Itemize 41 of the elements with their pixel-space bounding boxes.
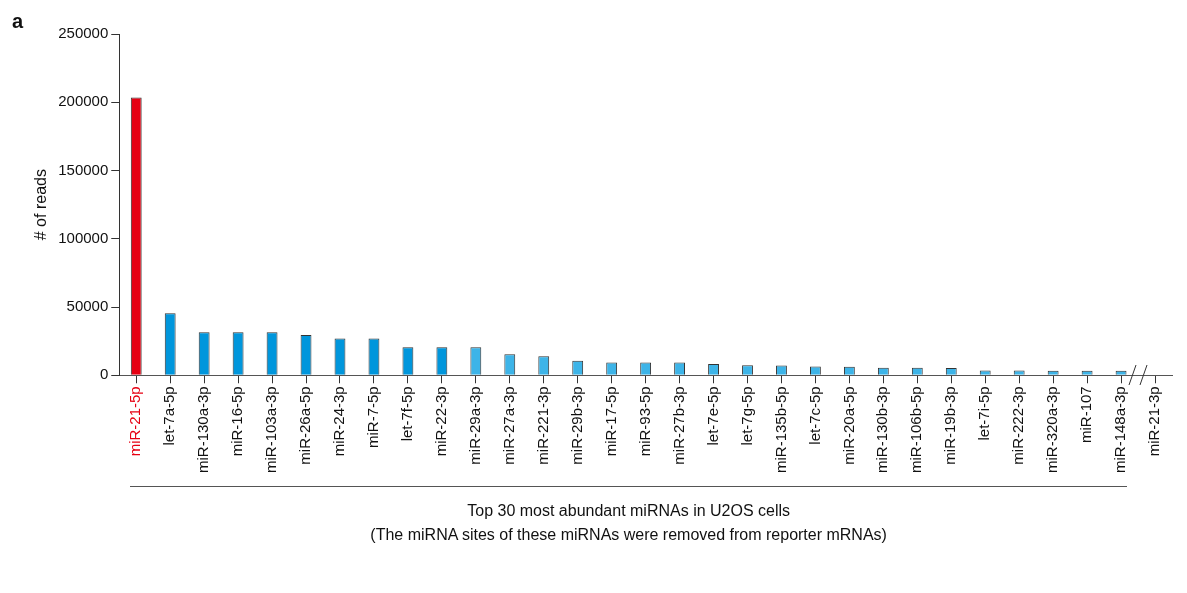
y-tick-label: 100000	[58, 228, 109, 246]
x-tick-label: let-7i-5p	[975, 386, 993, 441]
x-tick-label: miR-29a-3p	[465, 386, 483, 465]
x-tick-label: miR-26a-5p	[296, 386, 314, 465]
x-tick-label: miR-21-3p	[1145, 386, 1163, 457]
x-axis-title: Top 30 most abundant miRNAs in U2OS cells	[466, 502, 792, 520]
x-tick-label: miR-29b-3p	[567, 386, 585, 465]
x-tick-label: miR-19b-3p	[941, 386, 959, 465]
x-tick-label: miR-21-5p	[126, 386, 144, 457]
x-tick-label: let-7c-5p	[805, 386, 823, 445]
x-tick-label: miR-148a-3p	[1111, 386, 1129, 474]
x-tick-label: miR-17-5p	[601, 386, 619, 457]
x-tick-label: miR-130a-3p	[194, 386, 212, 474]
x-tick-label: miR-27b-3p	[669, 386, 687, 465]
x-tick-label: miR-107	[1077, 386, 1095, 443]
x-tick-label: miR-24-3p	[330, 386, 348, 457]
x-tick-label: miR-103a-3p	[262, 386, 280, 474]
x-tick-label: miR-20a-5p	[839, 386, 857, 465]
x-tick-label: miR-320a-3p	[1043, 386, 1061, 474]
y-tick-label: 50000	[66, 297, 109, 315]
x-tick-label: miR-135b-5p	[771, 386, 789, 474]
text: a	[12, 10, 24, 33]
x-tick-label: let-7e-5p	[703, 386, 721, 446]
x-tick-label: miR-130b-3p	[873, 386, 891, 474]
text: (The miRNA sites of these miRNAs were removed from reporter mRNAs)	[369, 526, 888, 544]
x-tick-label: miR-16-5p	[228, 386, 246, 457]
x-tick-label: miR-7-5p	[364, 386, 382, 448]
y-tick-label: 200000	[58, 92, 109, 110]
y-tick-label: 0	[99, 365, 109, 383]
x-tick-label: miR-93-5p	[635, 386, 653, 457]
x-tick-label: miR-221-3p	[533, 386, 551, 465]
x-tick-label: miR-22-3p	[432, 386, 450, 457]
x-tick-label: miR-106b-5p	[907, 386, 925, 474]
x-tick-label: miR-222-3p	[1009, 386, 1027, 465]
y-tick-label: 150000	[58, 160, 109, 178]
y-axis-title: # of reads	[32, 169, 50, 241]
x-tick-label: let-7g-5p	[737, 386, 755, 446]
x-tick-label: miR-27a-3p	[499, 386, 517, 465]
x-tick-label: let-7a-5p	[160, 386, 178, 446]
x-tick-label: let-7f-5p	[398, 386, 416, 442]
y-tick-label: 250000	[58, 24, 109, 42]
